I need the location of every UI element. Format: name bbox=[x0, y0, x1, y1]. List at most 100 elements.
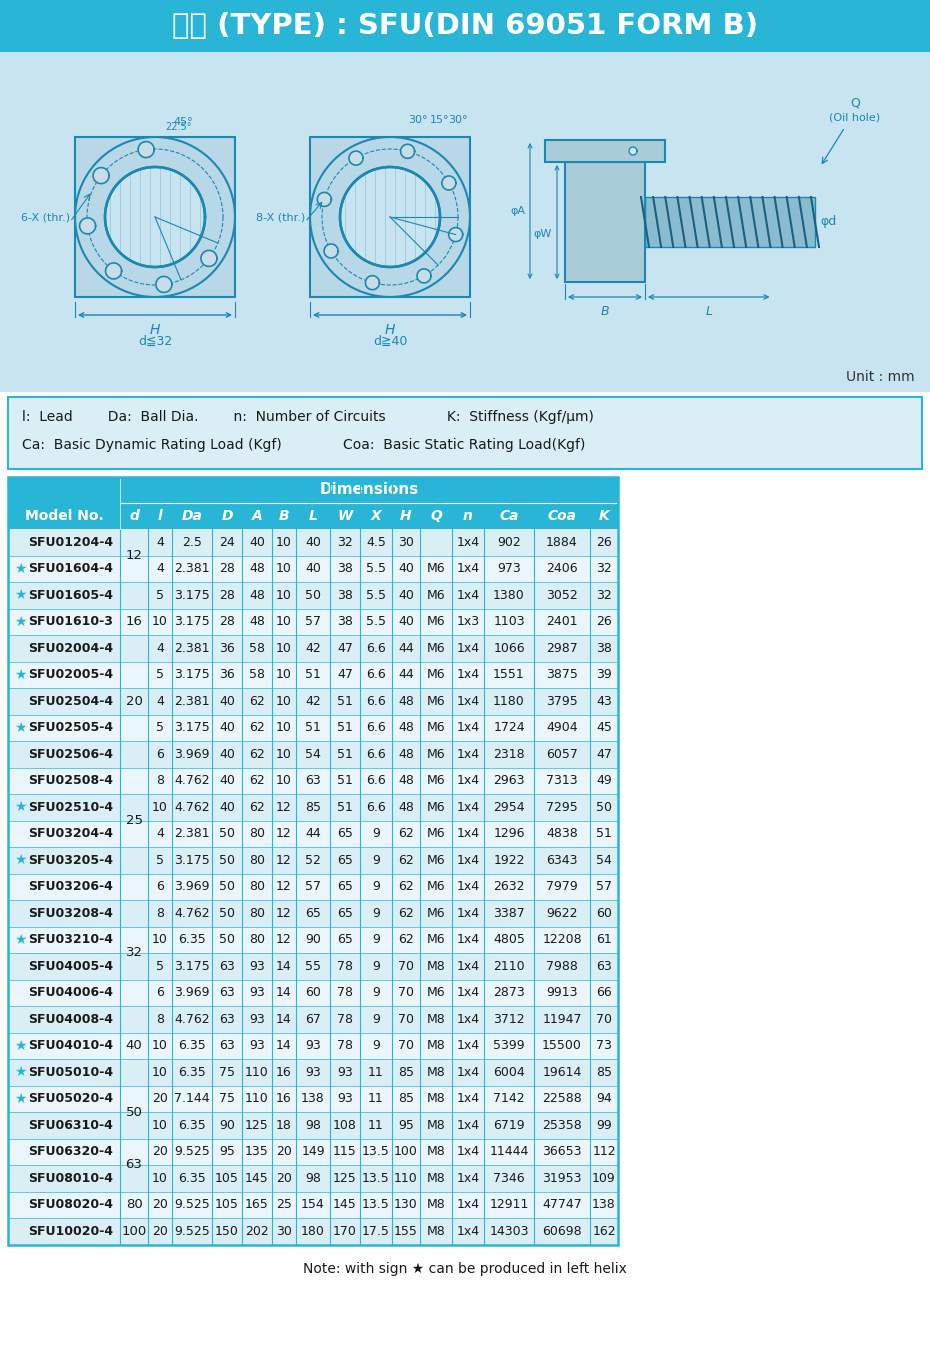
Text: 型式 (TYPE) : SFU(DIN 69051 FORM B): 型式 (TYPE) : SFU(DIN 69051 FORM B) bbox=[172, 12, 758, 40]
Polygon shape bbox=[106, 263, 122, 279]
Text: 12: 12 bbox=[276, 907, 292, 919]
Text: 6: 6 bbox=[156, 880, 164, 893]
Text: 6004: 6004 bbox=[493, 1066, 525, 1079]
Text: 63: 63 bbox=[219, 960, 235, 973]
Text: 1x4: 1x4 bbox=[457, 800, 480, 814]
Bar bbox=[8, 397, 922, 469]
Circle shape bbox=[340, 167, 440, 267]
Text: 36: 36 bbox=[219, 668, 235, 681]
Text: M6: M6 bbox=[427, 800, 445, 814]
Text: M6: M6 bbox=[427, 695, 445, 707]
Text: 6.35: 6.35 bbox=[179, 933, 206, 947]
Bar bbox=[8, 581, 618, 609]
Text: 63: 63 bbox=[305, 774, 321, 787]
Text: 5: 5 bbox=[156, 854, 164, 867]
Text: 20: 20 bbox=[276, 1172, 292, 1185]
Text: M6: M6 bbox=[427, 721, 445, 735]
Text: 63: 63 bbox=[219, 1012, 235, 1026]
Text: SFU03204-4: SFU03204-4 bbox=[28, 828, 113, 840]
Text: 1551: 1551 bbox=[493, 668, 525, 681]
Bar bbox=[8, 1218, 618, 1245]
Text: 154: 154 bbox=[301, 1198, 325, 1211]
Text: 4.762: 4.762 bbox=[174, 800, 210, 814]
Text: 14: 14 bbox=[276, 960, 292, 973]
Text: 165: 165 bbox=[246, 1198, 269, 1211]
Bar bbox=[8, 821, 618, 847]
Text: 99: 99 bbox=[596, 1119, 612, 1131]
Text: 25358: 25358 bbox=[542, 1119, 582, 1131]
Text: SFU04006-4: SFU04006-4 bbox=[28, 986, 113, 999]
Bar bbox=[8, 477, 618, 503]
Text: 3.969: 3.969 bbox=[174, 880, 210, 893]
Text: 70: 70 bbox=[398, 986, 414, 999]
Text: ★: ★ bbox=[14, 562, 26, 576]
Text: 13.5: 13.5 bbox=[362, 1172, 390, 1185]
Text: 49: 49 bbox=[596, 774, 612, 787]
Text: 30: 30 bbox=[398, 536, 414, 549]
Polygon shape bbox=[629, 146, 637, 155]
Text: SFU02506-4: SFU02506-4 bbox=[28, 748, 113, 761]
Text: 57: 57 bbox=[305, 616, 321, 628]
Text: 12: 12 bbox=[276, 854, 292, 867]
Text: 65: 65 bbox=[305, 907, 321, 919]
Bar bbox=[8, 1112, 618, 1138]
Text: 93: 93 bbox=[337, 1092, 352, 1105]
Text: 2.381: 2.381 bbox=[174, 562, 210, 576]
Bar bbox=[8, 477, 120, 529]
Text: 1x4: 1x4 bbox=[457, 1040, 480, 1052]
Text: 57: 57 bbox=[305, 880, 321, 893]
Text: 17.5: 17.5 bbox=[362, 1224, 390, 1238]
Text: M8: M8 bbox=[427, 1224, 445, 1238]
Text: 22588: 22588 bbox=[542, 1092, 582, 1105]
Text: 138: 138 bbox=[592, 1198, 616, 1211]
Text: 12: 12 bbox=[276, 880, 292, 893]
Bar bbox=[8, 555, 618, 581]
Text: M8: M8 bbox=[427, 1119, 445, 1131]
Text: 32: 32 bbox=[337, 536, 352, 549]
Polygon shape bbox=[156, 276, 172, 293]
Text: 32: 32 bbox=[596, 562, 612, 576]
Text: A: A bbox=[252, 509, 262, 523]
Text: 40: 40 bbox=[219, 748, 235, 761]
Text: 50: 50 bbox=[305, 588, 321, 602]
Text: 2.381: 2.381 bbox=[174, 695, 210, 707]
Polygon shape bbox=[201, 250, 217, 267]
Bar bbox=[120, 503, 618, 529]
Text: D: D bbox=[221, 509, 232, 523]
Text: 109: 109 bbox=[592, 1172, 616, 1185]
Text: 43: 43 bbox=[596, 695, 612, 707]
Text: 65: 65 bbox=[337, 880, 353, 893]
Text: d≦32: d≦32 bbox=[138, 335, 172, 347]
Text: H: H bbox=[400, 509, 412, 523]
Text: 10: 10 bbox=[276, 536, 292, 549]
Text: 48: 48 bbox=[398, 800, 414, 814]
Text: 30°: 30° bbox=[408, 115, 428, 124]
Text: 6.35: 6.35 bbox=[179, 1119, 206, 1131]
Text: 6: 6 bbox=[156, 986, 164, 999]
Text: M8: M8 bbox=[427, 1066, 445, 1079]
Text: 145: 145 bbox=[246, 1172, 269, 1185]
Text: 5.5: 5.5 bbox=[366, 588, 386, 602]
Text: 10: 10 bbox=[153, 933, 168, 947]
Text: l:  Lead        Da:  Ball Dia.        n:  Number of Circuits              K:  St: l: Lead Da: Ball Dia. n: Number of Circu… bbox=[22, 410, 594, 424]
Text: 3.175: 3.175 bbox=[174, 588, 210, 602]
Bar bbox=[8, 1033, 618, 1059]
Text: 58: 58 bbox=[249, 642, 265, 655]
Text: 47: 47 bbox=[337, 668, 353, 681]
Text: 8: 8 bbox=[156, 1012, 164, 1026]
Text: SFU05010-4: SFU05010-4 bbox=[28, 1066, 113, 1079]
Text: 50: 50 bbox=[219, 907, 235, 919]
Text: 110: 110 bbox=[246, 1066, 269, 1079]
Text: 47: 47 bbox=[337, 642, 353, 655]
Text: 16: 16 bbox=[276, 1092, 292, 1105]
Text: 44: 44 bbox=[398, 668, 414, 681]
Text: 36: 36 bbox=[219, 642, 235, 655]
Text: 38: 38 bbox=[596, 642, 612, 655]
Text: 78: 78 bbox=[337, 960, 353, 973]
Text: 1724: 1724 bbox=[493, 721, 525, 735]
Text: 3712: 3712 bbox=[493, 1012, 525, 1026]
Text: W: W bbox=[338, 509, 352, 523]
Text: 1380: 1380 bbox=[493, 588, 525, 602]
Polygon shape bbox=[448, 227, 463, 242]
Text: 10: 10 bbox=[276, 695, 292, 707]
